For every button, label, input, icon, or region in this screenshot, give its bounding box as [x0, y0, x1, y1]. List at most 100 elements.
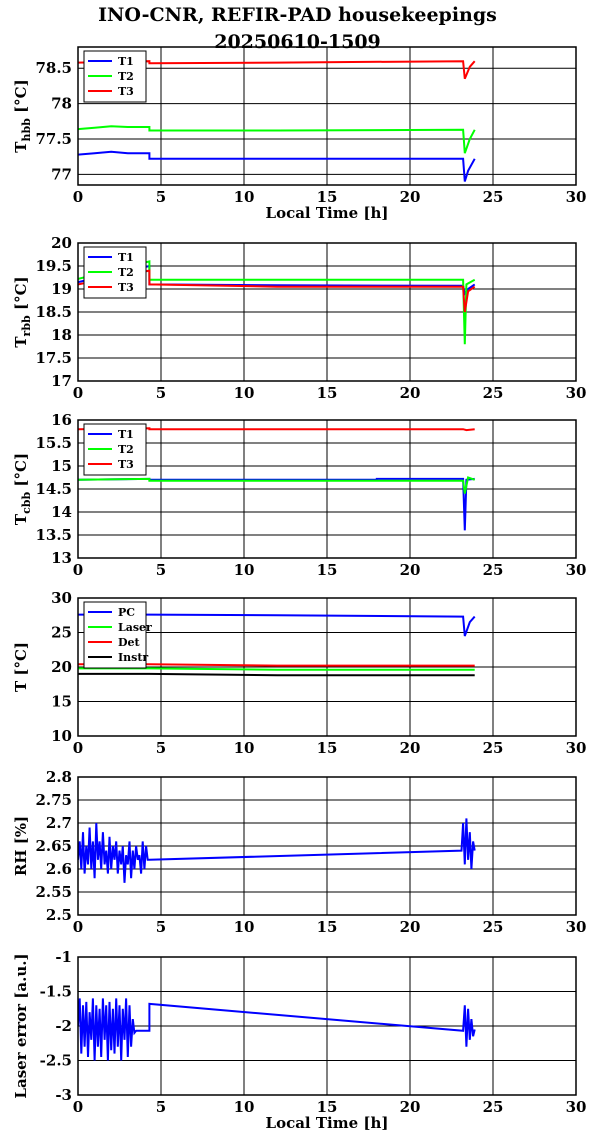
series-line-t1 — [78, 150, 476, 182]
y-axis-label-unit: [°C] — [12, 276, 30, 315]
y-axis-label: RH [%] — [12, 816, 30, 876]
x-tick-label: 25 — [483, 1098, 504, 1116]
x-tick-label: 10 — [234, 739, 255, 757]
y-tick-label: 2.8 — [46, 768, 72, 786]
panel-6: 0 5 10 15 20 25 30 -3 -2.5 -2 -1.5 -1 Laser error [a… — [12, 948, 586, 1132]
series-group — [78, 818, 476, 883]
series-line-1 — [78, 998, 476, 1061]
x-tick-label: 20 — [400, 384, 421, 402]
x-tick-label: 30 — [566, 384, 587, 402]
legend-label-t3: T3 — [118, 281, 134, 294]
y-tick-label: 77 — [51, 165, 72, 183]
series-group — [78, 260, 476, 345]
y-tick-label: 13 — [51, 549, 72, 567]
y-tick-label: -2.5 — [40, 1052, 72, 1070]
panel-4: 0 5 10 15 20 25 30 10 15 20 25 30 T [°C] PC Laser Det In… — [12, 589, 586, 757]
legend-label-instr: Instr — [118, 651, 148, 664]
y-tick-label: 17.5 — [35, 349, 72, 367]
y-axis-label-subscript: cbb — [20, 492, 33, 514]
x-tick-label: 20 — [400, 739, 421, 757]
x-tick-label: 15 — [317, 739, 338, 757]
y-tick-label: 77.5 — [35, 130, 72, 148]
legend-label-t3: T3 — [118, 458, 134, 471]
plot-frame — [77, 776, 577, 916]
y-axis-label: Trbb [°C] — [12, 276, 33, 347]
x-tick-label: 15 — [317, 1098, 338, 1116]
legend-label-det: Det — [118, 636, 141, 649]
x-tick-label: 15 — [317, 384, 338, 402]
series-line-t2 — [78, 476, 476, 494]
y-tick-label: 18.5 — [35, 303, 72, 321]
x-tick-label: 0 — [73, 1098, 83, 1116]
plot-frame — [77, 242, 577, 382]
x-tick-label: 25 — [483, 561, 504, 579]
x-tick-label: 30 — [566, 1098, 587, 1116]
x-tick-label: 5 — [156, 188, 166, 206]
y-tick-label: -1.5 — [40, 983, 72, 1001]
y-tick-label: 15.5 — [35, 434, 72, 452]
y-tick-label: 19 — [51, 280, 72, 298]
y-tick-label: 14 — [51, 503, 72, 521]
panel-3: 0 5 10 15 20 25 30 13 13.5 14 14.5 15 15.5 16 Tcbb [°C… — [12, 411, 586, 579]
x-tick-label: 20 — [400, 1098, 421, 1116]
x-axis-label: Local Time [h] — [266, 1114, 389, 1132]
series-line-t1 — [78, 477, 475, 531]
legend: T1 T2 T3 — [83, 246, 147, 299]
x-tick-label: 25 — [483, 384, 504, 402]
y-axis-label: Tcbb [°C] — [12, 453, 33, 525]
y-axis-label: Thbb [°C] — [12, 79, 33, 152]
series-group — [78, 60, 476, 182]
x-tick-label: 10 — [234, 1098, 255, 1116]
plot-frame — [77, 46, 577, 186]
x-tick-label: 15 — [317, 561, 338, 579]
y-tick-label: -2 — [55, 1017, 72, 1035]
y-tick-label: 2.75 — [35, 791, 72, 809]
y-tick-label: 2.6 — [46, 860, 72, 878]
x-tick-label: 5 — [156, 561, 166, 579]
y-tick-label: 2.5 — [46, 906, 72, 924]
x-tick-label: 30 — [566, 918, 587, 936]
x-tick-label: 5 — [156, 1098, 166, 1116]
series-line-t2 — [78, 260, 476, 345]
series-group — [78, 998, 476, 1061]
series-line-t3 — [78, 269, 476, 313]
y-tick-label: 10 — [51, 727, 72, 745]
series-line-t3 — [78, 60, 476, 80]
x-tick-label: 10 — [234, 384, 255, 402]
legend-label-t2: T2 — [118, 266, 134, 279]
y-tick-label: 15 — [51, 693, 72, 711]
y-tick-label: 19.5 — [35, 257, 72, 275]
x-tick-label: 25 — [483, 918, 504, 936]
legend-label-t1: T1 — [118, 55, 134, 68]
x-tick-label: 0 — [73, 918, 83, 936]
x-tick-label: 30 — [566, 188, 587, 206]
y-tick-label: 2.7 — [46, 814, 72, 832]
series-line-t2 — [78, 125, 476, 154]
y-tick-label: 78.5 — [35, 59, 72, 77]
series-line-1 — [78, 818, 476, 883]
y-axis-label-subscript: rbb — [20, 315, 33, 336]
x-tick-label: 15 — [317, 918, 338, 936]
y-tick-label: 25 — [51, 624, 72, 642]
y-axis-label-unit: [°C] — [12, 79, 30, 118]
legend-label-pc: PC — [118, 606, 135, 619]
x-tick-label: 10 — [234, 918, 255, 936]
x-tick-label: 5 — [156, 739, 166, 757]
x-tick-label: 5 — [156, 918, 166, 936]
legend-label-t3: T3 — [118, 85, 134, 98]
series-line-instr — [78, 672, 475, 677]
x-axis-label: Local Time [h] — [266, 204, 389, 222]
y-tick-label: 2.55 — [35, 883, 72, 901]
y-tick-label: 13.5 — [35, 526, 72, 544]
x-tick-label: 0 — [73, 561, 83, 579]
y-tick-label: 16 — [51, 411, 72, 429]
x-tick-label: 20 — [400, 188, 421, 206]
panel-5: 0 5 10 15 20 25 30 2.5 2.55 2.6 2.65 2.7 2.75 2.8 RH [… — [12, 768, 586, 936]
legend-label-t1: T1 — [118, 428, 134, 441]
plot-frame — [77, 419, 577, 559]
y-tick-label: 20 — [51, 658, 72, 676]
x-tick-label: 0 — [73, 739, 83, 757]
x-tick-label: 5 — [156, 384, 166, 402]
series-line-pc — [78, 613, 476, 637]
